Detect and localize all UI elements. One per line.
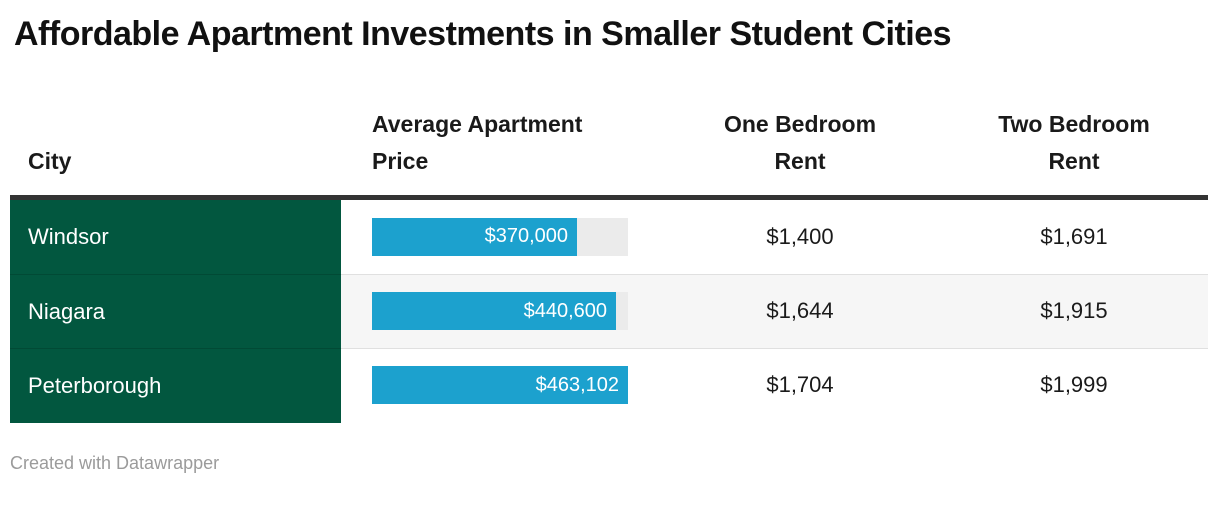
two-bed-rent-cell: $1,691 bbox=[1040, 223, 1108, 249]
table-row: Windsor $370,000 $1,400 $1,691 bbox=[10, 199, 1208, 274]
price-bar-cell: $370,000 bbox=[341, 200, 660, 274]
price-bar-label: $440,600 bbox=[523, 299, 607, 322]
price-bar-cell: $440,600 bbox=[341, 274, 660, 348]
column-header-two-bedroom-rent: Two Bedroom Rent bbox=[998, 111, 1150, 174]
column-header-one-bedroom-rent: One Bedroom Rent bbox=[723, 111, 877, 174]
price-bar-label: $463,102 bbox=[535, 373, 619, 396]
table-body: Windsor $370,000 $1,400 $1,691 Niagara $… bbox=[10, 199, 1208, 423]
price-bar-cell: $463,102 bbox=[341, 349, 660, 422]
city-cell: Windsor bbox=[10, 199, 341, 274]
column-header-city: City bbox=[28, 148, 72, 174]
data-table: City Average Apartment Price One Bedroom… bbox=[10, 55, 1208, 423]
two-bed-rent-cell: $1,915 bbox=[940, 274, 1208, 348]
one-bed-rent-cell: $1,644 bbox=[660, 274, 940, 348]
two-bed-rent-cell: $1,999 bbox=[1040, 372, 1108, 398]
one-bed-rent-cell: $1,400 bbox=[766, 223, 834, 249]
price-bar: $370,000 bbox=[372, 217, 577, 256]
datawrapper-credit-link[interactable]: Created with Datawrapper bbox=[10, 452, 220, 473]
column-header-average-apartment-price: Average Apartment Price bbox=[372, 111, 583, 174]
table-row: Niagara $440,600 $1,644 $1,915 bbox=[10, 273, 1208, 349]
price-bar: $463,102 bbox=[372, 366, 628, 405]
page-title: Affordable Apartment Investments in Smal… bbox=[14, 15, 952, 53]
one-bed-rent-cell: $1,704 bbox=[766, 372, 834, 398]
price-bar-track: $463,102 bbox=[372, 366, 628, 405]
table-header-row: City Average Apartment Price One Bedroom… bbox=[10, 55, 1208, 200]
table-row: Peterborough $463,102 $1,704 $1,999 bbox=[10, 347, 1208, 423]
price-bar: $440,600 bbox=[372, 292, 616, 331]
city-cell: Niagara bbox=[10, 273, 341, 349]
price-bar-track: $370,000 bbox=[372, 217, 628, 256]
price-bar-track: $440,600 bbox=[372, 292, 628, 331]
price-bar-label: $370,000 bbox=[484, 225, 568, 248]
city-cell: Peterborough bbox=[10, 347, 341, 423]
